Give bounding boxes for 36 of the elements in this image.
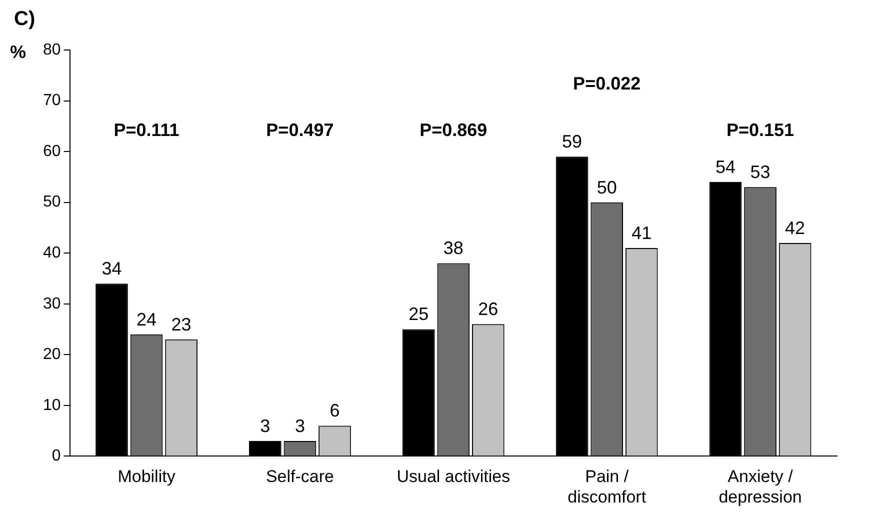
- x-tick-label: Usual activities: [396, 467, 510, 486]
- data-label: 53: [750, 162, 770, 182]
- y-tick-label: 30: [43, 295, 61, 312]
- annotation: P=0.869: [420, 120, 488, 140]
- y-tick-label: 50: [43, 194, 61, 211]
- x-tick-label: Anxiety / depression: [718, 467, 802, 506]
- y-tick-label: 10: [43, 396, 61, 414]
- data-label: 6: [330, 400, 340, 421]
- x-tick-label: Self-care: [266, 467, 334, 486]
- data-label: 25: [408, 304, 429, 324]
- annotation: P=0.022: [573, 73, 641, 94]
- y-tick-label: 60: [43, 142, 61, 160]
- data-label: 41: [632, 222, 652, 243]
- y-tick-label: 0: [52, 448, 61, 465]
- x-tick-label: Mobility: [118, 467, 176, 486]
- y-tick-label: 80: [43, 41, 61, 58]
- y-tick-label: 20: [43, 346, 61, 364]
- data-label: 54: [715, 156, 736, 177]
- x-tick-label: Pain / discomfort: [568, 467, 646, 506]
- data-label: 34: [102, 258, 122, 279]
- data-label: 26: [478, 299, 498, 320]
- data-label: 59: [562, 132, 582, 152]
- data-label: 38: [443, 238, 464, 258]
- data-label: 50: [596, 177, 617, 198]
- annotation: P=0.497: [266, 120, 334, 140]
- data-label: 24: [136, 309, 157, 330]
- annotation: P=0.111: [114, 120, 180, 140]
- y-tick-label: 70: [43, 92, 61, 110]
- data-label: 3: [294, 416, 305, 436]
- data-label: 23: [171, 314, 192, 334]
- data-label: 3: [260, 416, 270, 436]
- data-label: 42: [785, 218, 806, 238]
- annotation: P=0.151: [726, 120, 794, 140]
- y-axis-title: %: [10, 42, 26, 63]
- y-tick-label: 40: [43, 244, 61, 262]
- chart-title: C): [14, 8, 36, 31]
